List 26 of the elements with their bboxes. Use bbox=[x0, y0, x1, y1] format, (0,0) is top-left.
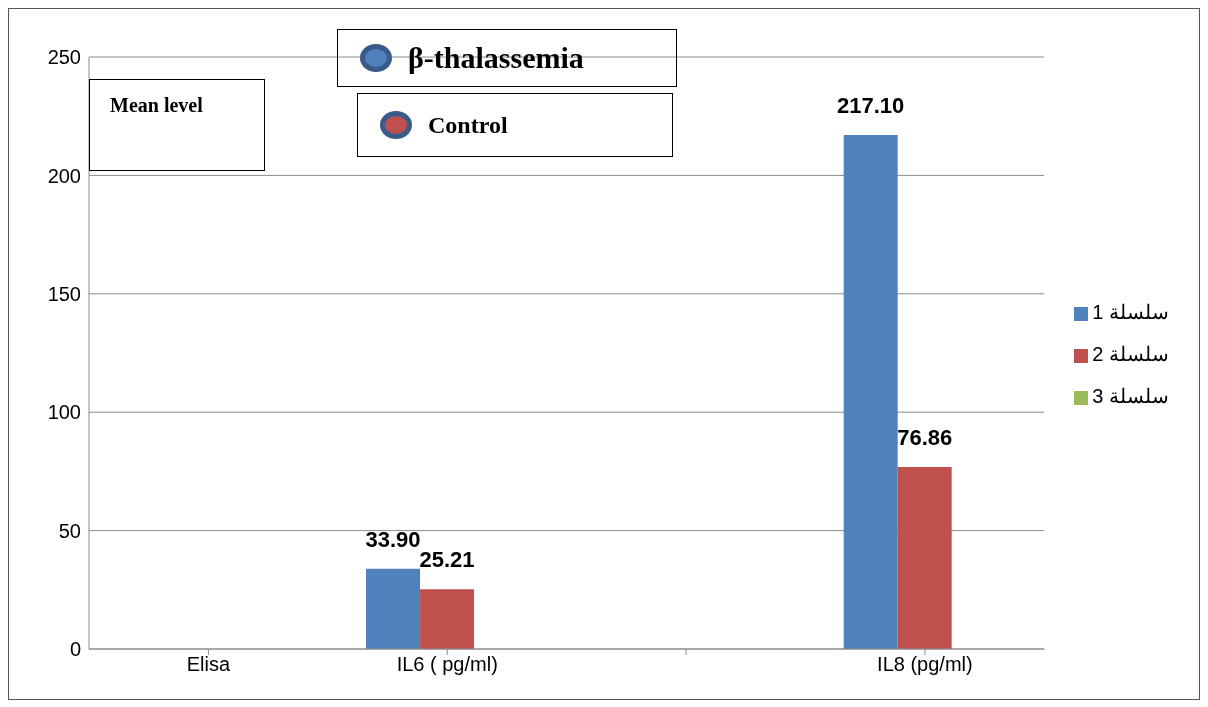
bar bbox=[843, 134, 898, 649]
data-label: 76.86 bbox=[897, 425, 953, 450]
bar bbox=[897, 467, 952, 649]
annotation: Control bbox=[428, 111, 508, 139]
text-box: Mean level bbox=[89, 79, 265, 171]
data-label: 33.90 bbox=[365, 526, 421, 552]
y-tick-label: 100 bbox=[47, 401, 81, 424]
x-tick-label: IL6 ( pg/ml) bbox=[396, 653, 498, 676]
annotation: Mean level bbox=[110, 94, 203, 117]
y-tick-label: 150 bbox=[47, 282, 81, 305]
legend-label: سلسلة 2 bbox=[1092, 343, 1169, 365]
data-label: 25.21 bbox=[419, 547, 475, 573]
text-box: Control bbox=[357, 93, 673, 157]
annotation: β-thalassemia bbox=[408, 41, 584, 75]
y-tick-label: 0 bbox=[69, 638, 81, 661]
text-box: β-thalassemia bbox=[337, 29, 677, 87]
bar bbox=[366, 568, 421, 649]
legend-label: سلسلة 3 bbox=[1092, 385, 1169, 407]
y-tick-label: 200 bbox=[47, 164, 81, 187]
y-tick-label: 250 bbox=[47, 46, 81, 69]
data-label: 217.10 bbox=[837, 92, 905, 118]
x-tick-label: Elisa bbox=[186, 653, 231, 676]
bar bbox=[420, 589, 475, 649]
legend-label: سلسلة 1 bbox=[1092, 301, 1169, 323]
x-tick-label: IL8 (pg/ml) bbox=[877, 653, 973, 676]
y-tick-label: 50 bbox=[58, 519, 81, 542]
